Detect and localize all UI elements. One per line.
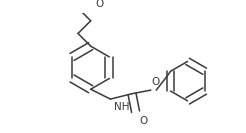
Text: O: O	[139, 116, 147, 126]
Text: O: O	[95, 0, 104, 9]
Text: NH: NH	[114, 102, 130, 112]
Text: O: O	[152, 77, 160, 87]
